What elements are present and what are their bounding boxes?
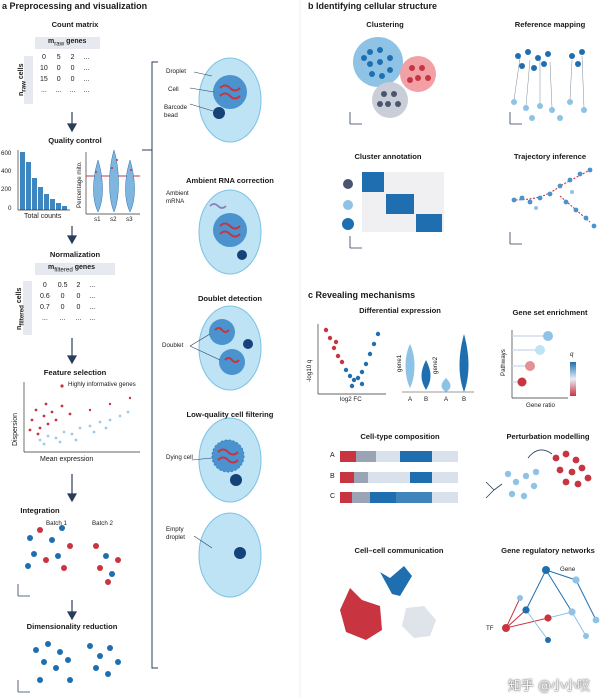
doublet-label: Doublet [162,342,184,349]
droplet-label: Droplet [166,68,186,75]
trajectory-inference-title: Trajectory inference [513,152,587,161]
qc-ytick: 200 [1,186,12,193]
normalization-title: Normalization [49,250,101,259]
qc-violin-xtick: s1 [94,216,101,223]
panel-c-header: c Revealing mechanisms [308,290,415,300]
grn-title: Gene regulatory networks [501,546,595,555]
integration-batch1: Batch 1 [46,520,67,527]
row-header-sub: raw [20,81,28,92]
row-header-sub: filtered [18,305,26,326]
watermark: 知乎 @小小哎 [507,679,590,694]
qc-violin-xtick: s3 [126,216,133,223]
gse-title: Gene set enrichment [512,308,588,317]
grn-gene-label: Gene [560,566,576,573]
diffexp-gene1: gene1 [396,354,403,372]
row-header-main: n [18,91,25,96]
panel-b-title: Identifying cellular structure [316,1,438,11]
col-header-rest: genes [72,264,95,271]
feature-selection-ylabel: Dispersion [12,412,19,446]
diffexp-ylabel: -log10 q [306,359,313,382]
diffexp-xlabel: log2 FC [340,396,362,403]
panel-b-header: b Identifying cellular structure [308,1,437,11]
norm-matrix-table: 0 0.5 2... 0.6 0 0... 0.7 0 0... ............ [36,280,99,324]
diffexp-a1: A [408,396,413,403]
panel-a-title: Preprocessing and visualization [9,1,148,11]
table-row: 0 5 2... [41,54,90,61]
diffexp-gene2: gene2 [432,356,439,374]
gse-xlabel: Gene ratio [526,402,555,409]
table-row: 0.6 0 0... [40,293,96,300]
feature-selection-xlabel: Mean expression [40,456,94,463]
composition-row-c: C [330,493,336,500]
row-header-rest: cells [16,287,23,306]
qc-ytick: 0 [8,205,12,212]
ambient-mrna-label: Ambient mRNA [166,190,189,205]
dim-reduction-title: Dimensionality reduction [26,622,118,631]
diffexp-title: Differential expression [359,306,441,315]
composition-row-b: B [330,473,335,480]
table-row: 0.7 0 0... [40,304,96,311]
col-header-main: m [48,264,55,271]
panel-c-letter: c [308,290,314,300]
integration-batch2: Batch 2 [92,520,113,527]
col-header-rest: genes [64,38,87,45]
qc-ytick: 600 [1,150,12,157]
doublet-title: Doublet detection [197,294,263,303]
table-row: ............ [41,315,96,322]
diffexp-b1: B [424,396,429,403]
gse-ylabel: Pathways [500,349,507,376]
grn-tf-label: TF [486,625,494,632]
panel-a-header: a Preprocessing and visualization [2,1,147,11]
table-row: 15 0 0... [40,76,90,83]
composition-title: Cell-type composition [360,432,440,441]
norm-col-header: mfiltered genes [48,264,95,273]
row-header-rest: cells [18,63,25,82]
panel-a-letter: a [2,1,8,11]
col-header-main: m [48,38,55,45]
clustering-title: Clustering [366,20,404,29]
cellcomm-title: Cell–cell communication [354,546,444,555]
table-row: 0 0.5 2... [42,282,96,289]
lowquality-title: Low-quality cell filtering [186,410,274,419]
cell-label: Cell [168,86,179,93]
empty-droplet-label: Empty droplet [166,526,185,541]
composition-row-a: A [330,452,335,459]
dying-cell-label: Dying cell [166,454,193,461]
reference-mapping-title: Reference mapping [514,20,586,29]
gse-legend-q: q [570,351,574,358]
diffexp-b2: B [462,396,467,403]
feature-selection-title: Feature selection [43,368,107,377]
integration-title: Integration [20,506,60,515]
panel-b-letter: b [308,1,314,11]
count-matrix-table: 0 5 2... 10 0 0... 15 0 0... ............ [36,52,93,96]
count-matrix-title: Count matrix [51,20,99,29]
barcode-bead-label: Barcode bead [164,104,188,119]
table-row: 10 0 0... [40,65,90,72]
diffexp-a2: A [444,396,449,403]
table-row: ............ [40,87,90,94]
count-matrix-col-header: mraw genes [48,38,86,47]
count-matrix-row-header: nraw cells [18,64,27,96]
col-header-sub: raw [54,40,65,48]
qc-violin-ylabel: Percentage mito. [76,161,83,208]
qc-hist-xlabel: Total counts [24,213,62,220]
col-header-sub: filtered [54,266,73,274]
perturbation-title: Perturbation modelling [506,432,590,441]
cluster-annotation-title: Cluster annotation [354,152,422,161]
ambient-rna-title: Ambient RNA correction [186,176,274,185]
norm-row-header: nfiltered cells [16,288,25,330]
feature-selection-legend: Highly informative genes [68,381,136,388]
row-header-main: n [16,325,23,330]
qc-violin-xtick: s2 [110,216,117,223]
qc-ytick: 400 [1,168,12,175]
panel-c-title: Revealing mechanisms [315,290,416,300]
qc-title: Quality control [48,136,102,145]
